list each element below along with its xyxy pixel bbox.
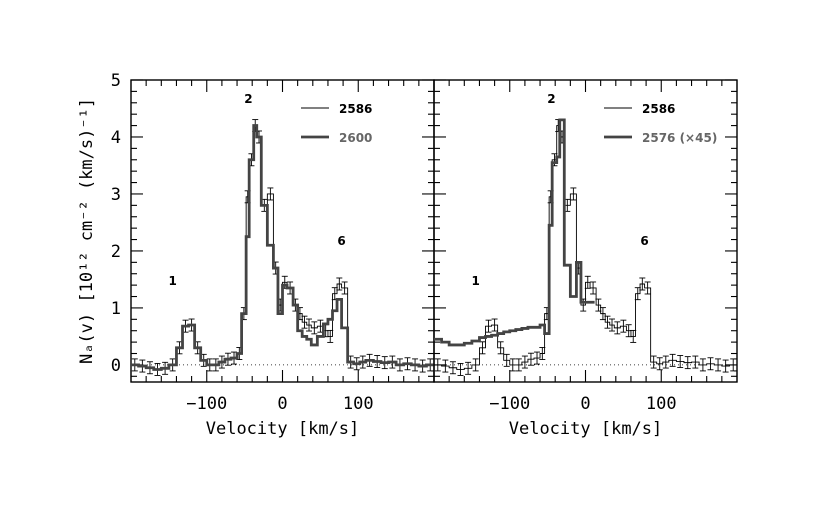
- legend-label-2: 2600: [339, 131, 372, 145]
- series-2: [434, 118, 595, 347]
- component-label: 6: [640, 234, 648, 248]
- x-tick-label: 100: [646, 394, 677, 414]
- series-line-1: [131, 125, 434, 370]
- x-axis-title: Velocity [km/s]: [206, 419, 360, 439]
- x-tick-label: 100: [343, 394, 374, 414]
- series-1: [434, 119, 737, 376]
- x-tick-label: 0: [277, 394, 287, 414]
- component-label: 1: [471, 274, 479, 288]
- x-tick-label: −100: [489, 394, 530, 414]
- series-2: [131, 124, 434, 371]
- series-line-2: [434, 118, 595, 347]
- x-axis-title: Velocity [km/s]: [509, 419, 663, 439]
- plot-frame: [130, 79, 435, 383]
- series-line-1: [434, 125, 737, 370]
- y-tick-label: 5: [111, 71, 121, 91]
- y-tick-label: 2: [111, 242, 121, 262]
- component-label: 1: [168, 274, 176, 288]
- legend-label-2: 2576 (×45): [642, 131, 717, 145]
- chart-root: −100 0 100 0 1 2 3 4 5 Velocity [km/s] 2586 2600 1 2 6…: [77, 71, 738, 439]
- y-axis-title: Nₐ(v) [10¹² cm⁻² (km/s)⁻¹]: [77, 98, 97, 364]
- x-tick-label: −100: [186, 394, 227, 414]
- y-tick-label: 1: [111, 299, 121, 319]
- panel-1: −100 0 100 0 1 2 3 4 5 Velocity [km/s] 2586 2600 1 2 6: [111, 71, 435, 439]
- component-label: 6: [337, 234, 345, 248]
- legend-label-1: 2586: [642, 102, 675, 116]
- panel-2: −100 0 100 Velocity [km/s] 2586 2576 (×45) 1 2 6: [433, 79, 738, 439]
- component-label: 2: [547, 92, 555, 106]
- x-tick-label: 0: [580, 394, 590, 414]
- series-1: [131, 119, 434, 376]
- component-label: 2: [244, 92, 252, 106]
- series-line-2: [131, 124, 434, 371]
- legend-label-1: 2586: [339, 102, 372, 116]
- y-tick-label: 3: [111, 185, 121, 205]
- y-tick-label: 4: [111, 128, 121, 148]
- y-tick-label: 0: [111, 356, 121, 376]
